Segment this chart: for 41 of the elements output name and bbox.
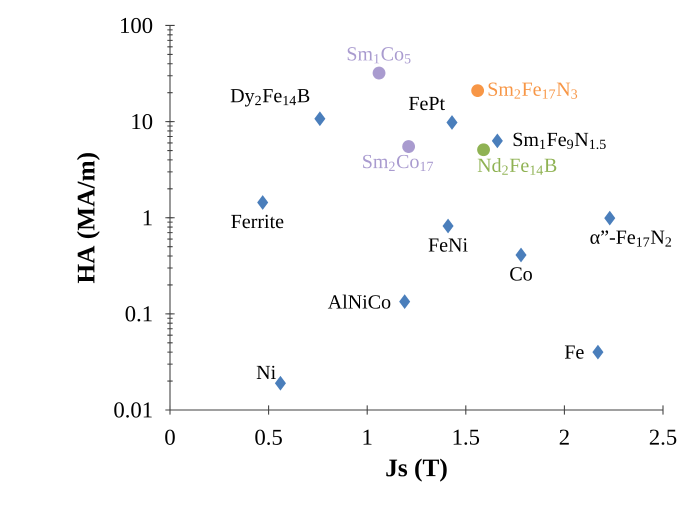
annotation: Ferrite — [231, 214, 284, 228]
point — [516, 248, 526, 262]
series-label: Nd$_{2}$Fe$_{14}$B — [478, 158, 556, 175]
annotation: Ni — [256, 366, 276, 379]
annotation: FePt — [408, 96, 445, 110]
x-tick-label: 1.5 — [454, 430, 480, 445]
x-tick-label: 2.5 — [650, 430, 676, 445]
series-label: Sm$_{1}$Co$_{5}$ — [348, 47, 410, 64]
x-tick-label: 0.5 — [255, 430, 282, 445]
point — [314, 112, 326, 126]
y-tick-label: 100 — [121, 18, 152, 34]
annotation: Co — [510, 267, 532, 281]
point — [492, 134, 503, 148]
x-tick-label: 1 — [364, 430, 372, 445]
point — [442, 218, 454, 234]
series-label: Sm$_{2}$Fe$_{17}$N$_{3}$ — [488, 82, 578, 99]
x-axis-title: Js (T) — [386, 458, 447, 482]
x-tick-label: 2 — [560, 430, 569, 445]
annotation: Fe — [564, 345, 584, 359]
point — [372, 66, 386, 80]
annotation: Sm$_{1}$Fe$_{9}$N$_{1.5}$ — [514, 132, 606, 150]
point — [471, 84, 484, 98]
annotation: FeNi — [428, 238, 468, 252]
y-tick-label: 0.1 — [126, 306, 152, 322]
y-tick-label: 0.01 — [114, 402, 152, 418]
point — [402, 140, 416, 153]
annotation: AlNiCo — [328, 294, 390, 309]
point — [257, 195, 268, 210]
point — [274, 376, 286, 390]
point — [399, 294, 410, 309]
y-tick-label: 1 — [144, 210, 152, 226]
point — [477, 143, 490, 156]
point — [604, 210, 616, 226]
x-tick-label: 0 — [165, 430, 175, 445]
series-label: Sm$_{2}$Co$_{17}$ — [363, 154, 434, 171]
y-tick-label: 10 — [132, 114, 152, 130]
annotation: Dy$_{2}$Fe$_{14}$B — [230, 89, 310, 106]
point — [592, 344, 604, 360]
annotation: α”-Fe$_{17}$N$_{2}$ — [590, 230, 672, 247]
point — [446, 115, 458, 130]
y-axis-title: HA (MA/m) — [76, 153, 100, 284]
